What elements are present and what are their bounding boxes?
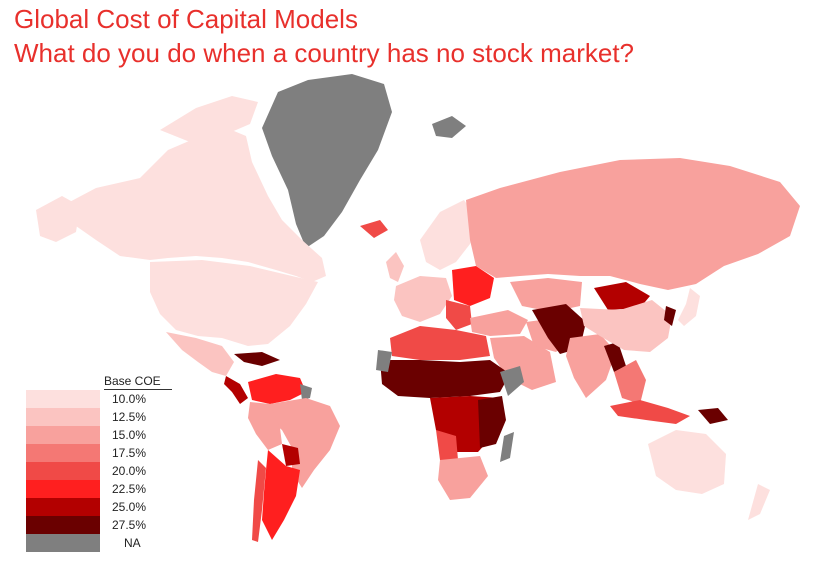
region-peru-ecuador <box>248 402 282 450</box>
region-eastern-europe <box>452 266 494 306</box>
region-india <box>566 334 616 398</box>
legend-swatch <box>26 426 100 444</box>
legend-label: 25.0% <box>112 500 147 514</box>
legend-label: 27.5% <box>112 518 147 532</box>
region-uk <box>386 252 404 282</box>
region-madagascar <box>500 432 514 462</box>
legend-label: 17.5% <box>112 446 147 460</box>
legend-swatch <box>26 462 100 480</box>
region-iceland <box>360 220 388 238</box>
region-svalbard <box>432 116 466 138</box>
legend-label: NA <box>124 536 141 550</box>
legend-label: 22.5% <box>112 482 147 496</box>
region-china <box>580 300 672 352</box>
region-guianas <box>300 384 312 400</box>
legend-item: 10.0% <box>26 390 176 408</box>
map-subtitle: What do you do when a country has no sto… <box>14 38 635 68</box>
region-turkey <box>470 310 528 336</box>
legend-item: 17.5% <box>26 444 176 462</box>
legend-swatch <box>26 444 100 462</box>
region-arabia <box>490 336 556 390</box>
legend-label: 12.5% <box>112 410 147 424</box>
region-central-america <box>224 376 248 404</box>
region-se-asia <box>614 360 646 404</box>
region-angola <box>436 430 458 460</box>
region-horn-africa <box>500 366 524 396</box>
region-png <box>698 408 728 424</box>
legend-swatch <box>26 516 100 534</box>
region-western-europe <box>394 276 452 322</box>
region-sahel <box>380 360 510 398</box>
region-caribbean <box>234 352 280 366</box>
legend-swatch <box>26 390 100 408</box>
region-southern-africa <box>438 456 488 500</box>
legend-item: 22.5% <box>26 480 176 498</box>
legend-item: 20.0% <box>26 462 176 480</box>
region-korea <box>664 306 676 326</box>
region-mexico <box>166 332 234 376</box>
region-scandinavia <box>420 200 478 270</box>
region-australia <box>648 430 726 494</box>
legend-item: 12.5% <box>26 408 176 426</box>
legend-label: 20.0% <box>112 464 147 478</box>
region-japan <box>678 288 700 326</box>
region-canada <box>62 126 326 282</box>
region-argentina <box>262 450 300 540</box>
legend-label: 15.0% <box>112 428 147 442</box>
region-russia <box>466 158 800 290</box>
region-east-africa <box>478 396 506 448</box>
region-bolivia <box>282 444 300 466</box>
legend-heading: Base COE <box>104 374 172 390</box>
legend-item: 15.0% <box>26 426 176 444</box>
legend-swatch <box>26 480 100 498</box>
legend-swatch <box>26 534 100 552</box>
region-north-africa <box>390 326 490 360</box>
legend-swatch <box>26 408 100 426</box>
region-indonesia <box>610 400 690 424</box>
region-brazil <box>270 398 340 488</box>
region-usa <box>150 260 318 346</box>
legend-item: 27.5% <box>26 516 176 534</box>
region-mongolia <box>594 282 650 310</box>
region-myanmar <box>604 342 626 372</box>
legend-item: 25.0% <box>26 498 176 516</box>
region-arctic-islands <box>160 96 258 142</box>
region-kazakhstan <box>510 278 582 312</box>
map-title: Global Cost of Capital Models <box>14 4 358 34</box>
legend-item: NA <box>26 534 176 552</box>
region-west-africa-na <box>376 350 392 372</box>
region-new-zealand <box>748 484 770 520</box>
region-colombia-venezuela <box>248 374 306 404</box>
legend-swatch <box>26 498 100 516</box>
region-balkans <box>446 300 472 330</box>
region-greenland <box>262 74 392 248</box>
legend-label: 10.0% <box>112 392 147 406</box>
region-chile <box>252 460 266 542</box>
region-alaska <box>36 196 80 242</box>
